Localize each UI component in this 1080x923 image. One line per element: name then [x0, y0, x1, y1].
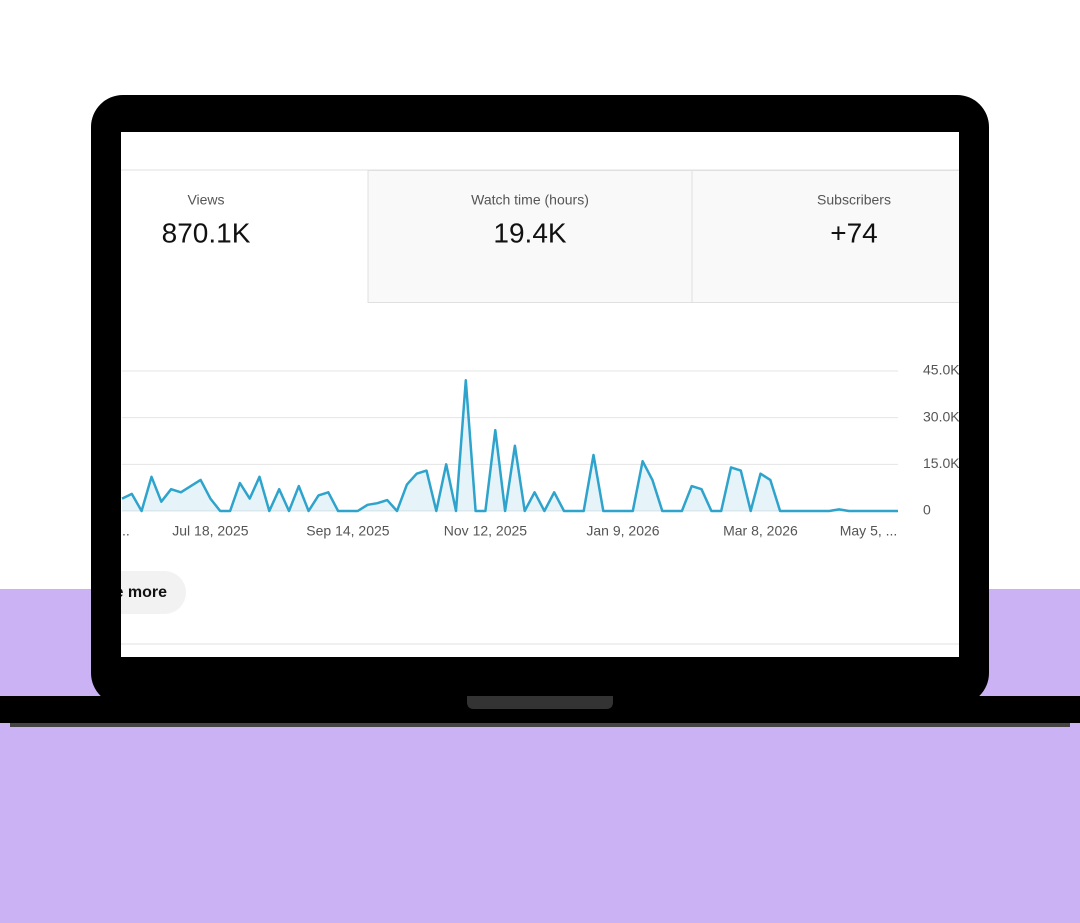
x-tick-label: ,... [114, 523, 130, 539]
metric-value: +74 [830, 217, 878, 248]
y-tick-label: 0 [923, 502, 931, 518]
metric-label: Views [187, 192, 224, 208]
x-tick-label: May 5, ... [840, 523, 898, 539]
laptop-notch [467, 696, 613, 709]
y-tick-label: 30.0K [923, 408, 960, 424]
metric-value: 870.1K [162, 217, 251, 248]
see-more-label: See more [95, 584, 167, 601]
metric-card[interactable] [691, 170, 972, 303]
x-tick-label: Jan 9, 2026 [586, 523, 659, 539]
metric-label: Subscribers [817, 192, 891, 208]
chart: 0 15.0K 30.0K 45.0K,... Jul 18, 2025 Sep 14, … [114, 362, 960, 539]
x-tick-label: Sep 14, 2025 [306, 523, 390, 539]
see-more-button[interactable] [80, 571, 186, 614]
metric-card[interactable] [367, 170, 693, 303]
metric-value: 19.4K [493, 217, 566, 248]
y-tick-label: 45.0K [923, 362, 960, 378]
screen: Views 870.1K Watch time (hours) 19.4K Su… [80, 132, 972, 657]
x-tick-label: Nov 12, 2025 [444, 523, 527, 539]
metric-label: Watch time (hours) [471, 192, 589, 208]
line [121, 379, 898, 513]
x-tick-label: Jul 18, 2025 [172, 523, 248, 539]
x-tick-label: Mar 8, 2026 [723, 523, 798, 539]
y-tick-label: 15.0K [923, 455, 960, 471]
laptop-base-edge [10, 723, 1070, 727]
